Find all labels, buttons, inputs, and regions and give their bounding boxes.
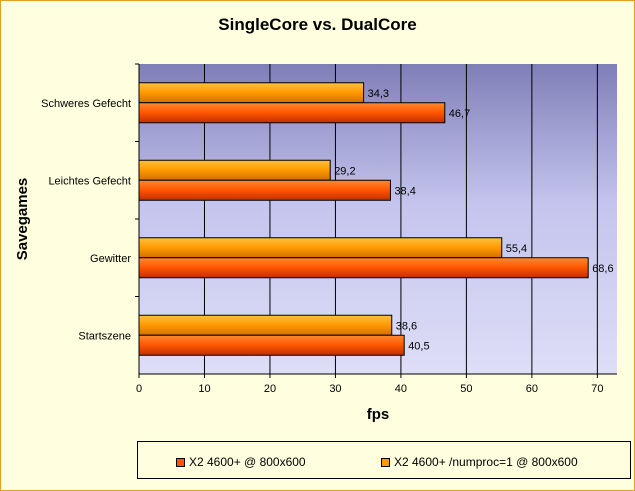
x-tick-label: 70 <box>591 383 603 395</box>
x-tick-label: 60 <box>526 383 538 395</box>
x-tick-label: 10 <box>198 383 210 395</box>
bar-1 <box>138 237 503 259</box>
chart-title: SingleCore vs. DualCore <box>218 15 417 34</box>
y-category-label: Startszene <box>78 330 131 342</box>
x-tick-label: 0 <box>136 383 142 395</box>
y-category-label: Leichtes Gefecht <box>48 175 131 187</box>
data-label: 34,3 <box>368 88 389 100</box>
data-label: 38,6 <box>396 320 417 332</box>
data-label: 38,4 <box>394 185 415 197</box>
data-label: 40,5 <box>408 340 429 352</box>
x-tick-label: 20 <box>264 383 276 395</box>
bar-1 <box>138 82 365 104</box>
bar-2 <box>138 179 391 201</box>
bar-2 <box>138 334 405 356</box>
legend: X2 4600+ @ 800x600 X2 4600+ /numproc=1 @… <box>137 441 631 479</box>
bar-1 <box>138 314 393 336</box>
legend-label-series-1: X2 4600+ /numproc=1 @ 800x600 <box>394 455 578 469</box>
y-axis-title: Savegames <box>14 178 31 261</box>
bar-2 <box>138 102 446 124</box>
data-label: 55,4 <box>506 243 527 255</box>
legend-item-series-1: X2 4600+ /numproc=1 @ 800x600 <box>381 455 578 469</box>
bar-2 <box>138 257 589 279</box>
data-label: 68,6 <box>592 263 613 275</box>
y-category-label: Gewitter <box>90 253 131 265</box>
data-label: 29,2 <box>334 165 355 177</box>
x-tick-label: 30 <box>329 383 341 395</box>
legend-label-series-2: X2 4600+ @ 800x600 <box>189 455 306 469</box>
bar-1 <box>138 159 331 181</box>
legend-swatch-series-2 <box>176 457 185 467</box>
x-tick-label: 50 <box>460 383 472 395</box>
legend-swatch-series-1 <box>381 457 390 467</box>
data-label: 46,7 <box>449 108 470 120</box>
x-axis-title: fps <box>367 406 390 423</box>
y-category-label: Schweres Gefecht <box>41 98 131 110</box>
legend-item-series-2: X2 4600+ @ 800x600 <box>176 455 306 469</box>
x-tick-label: 40 <box>395 383 407 395</box>
